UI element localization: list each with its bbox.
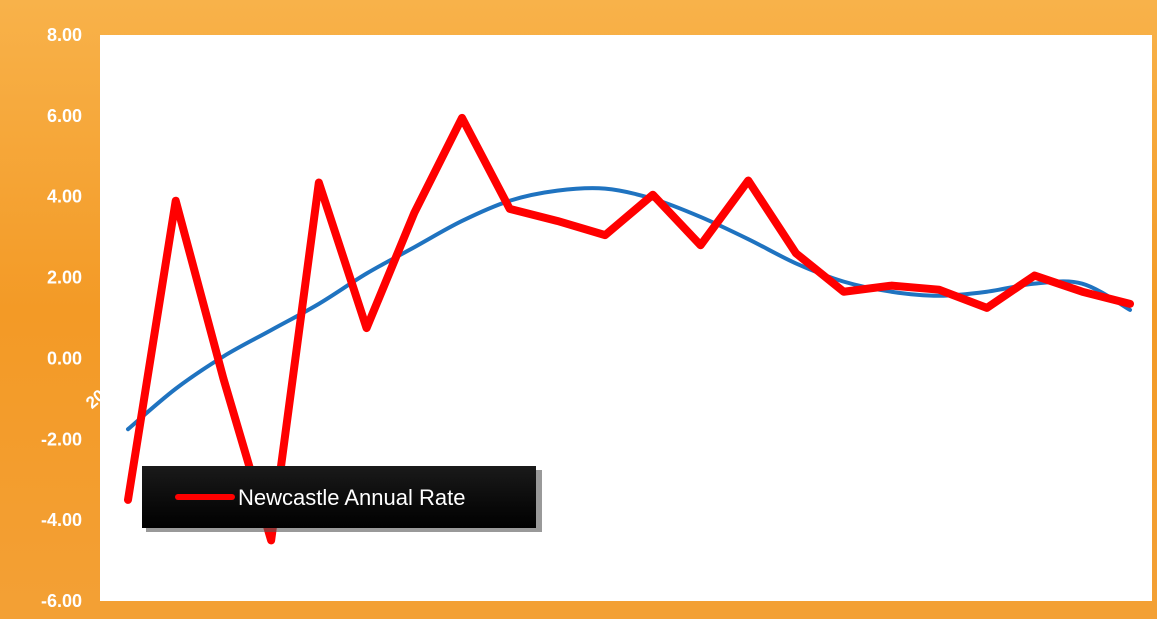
series-line-newcastle-annual-rate	[124, 113, 1134, 545]
series-layer	[124, 113, 1134, 545]
y-tick-label: 4.00	[47, 187, 82, 207]
y-tick-label: 2.00	[47, 268, 82, 288]
y-tick-label: 6.00	[47, 106, 82, 126]
y-tick-label: -2.00	[41, 429, 82, 449]
y-tick-label: -6.00	[41, 591, 82, 611]
y-tick-label: 0.00	[47, 348, 82, 368]
legend: Newcastle Annual Rate	[142, 466, 542, 532]
y-axis: 8.00 6.00 4.00 2.00 0.00 -2.00 -4.00 -6.00	[41, 25, 82, 611]
y-tick-label: -4.00	[41, 510, 82, 530]
legend-label-newcastle: Newcastle Annual Rate	[238, 485, 465, 510]
y-tick-label: 8.00	[47, 25, 82, 45]
trend-line	[126, 186, 1132, 432]
